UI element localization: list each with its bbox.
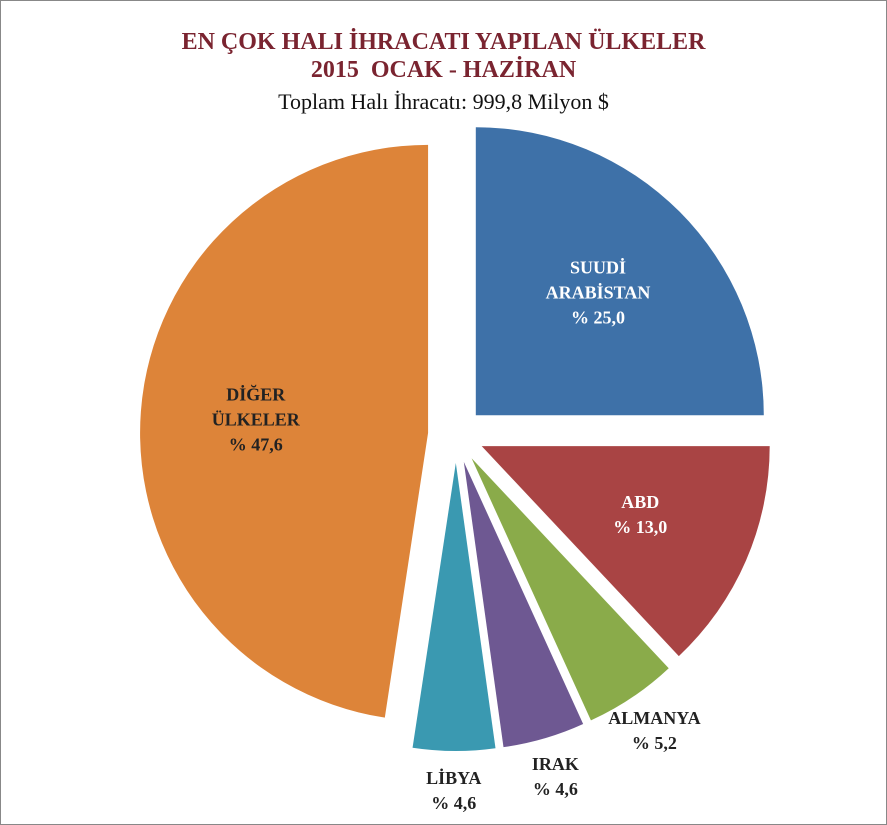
category-label: ALMANYA [608,707,701,728]
slice-label: LİBYA % 4,6 [394,766,514,816]
value-label: % 13,0 [613,516,668,537]
category-label: ABD [621,491,660,512]
slice-label: DİĞER ÜLKELER % 47,6 [196,382,316,457]
value-label: % 47,6 [228,434,283,455]
value-label: % 4,6 [431,793,477,814]
category-label: SUUDİ ARABİSTAN [545,257,651,303]
pie-slice [412,462,496,751]
category-label: IRAK [531,754,579,775]
pie-slice [140,144,429,718]
value-label: % 4,6 [532,779,578,800]
pie-slice [475,127,764,416]
value-label: % 5,2 [631,732,677,753]
value-label: % 25,0 [570,307,625,328]
category-label: DİĞER ÜLKELER [211,384,300,430]
chart-subtitle: 2015 OCAK - HAZİRAN [310,57,577,83]
slice-label: ALMANYA % 5,2 [594,706,714,756]
slice-label: ABD % 13,0 [580,490,700,540]
pie-slice [471,458,669,721]
annotation: Toplam Halı İhracatı: 999,8 Milyon $ [278,89,609,114]
slice-label: SUUDİ ARABİSTAN % 25,0 [538,256,658,331]
category-label: LİBYA [426,768,482,789]
slice-label: IRAK % 4,6 [495,752,615,802]
chart-title: EN ÇOK HALI İHRACATI YAPILAN ÜLKELER [181,29,706,55]
pie-slice [463,461,584,748]
pie-slice [481,446,770,657]
